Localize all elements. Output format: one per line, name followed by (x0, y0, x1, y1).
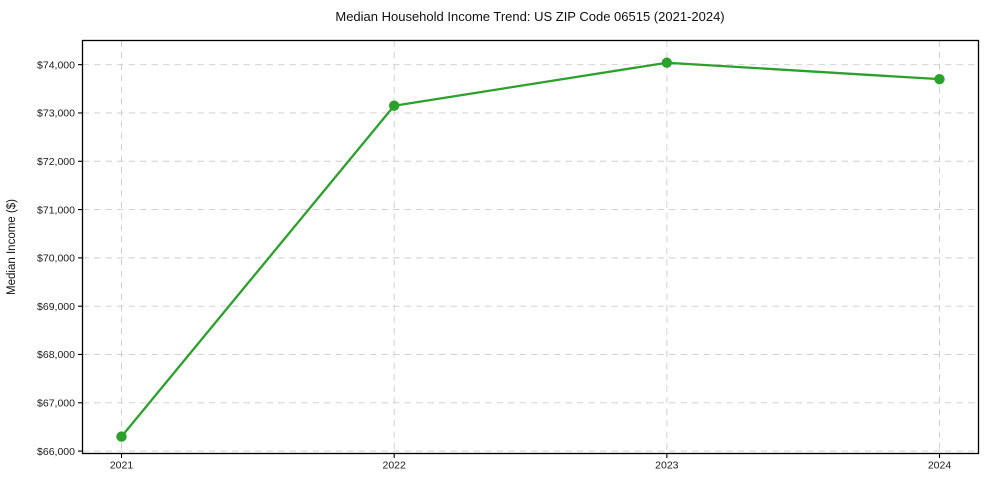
x-tick-label: 2021 (110, 460, 134, 472)
data-point-2024 (934, 73, 945, 85)
x-tick-label: 2024 (928, 460, 952, 472)
y-tick-label: $73,000 (37, 108, 75, 120)
y-tick-label: $67,000 (37, 397, 75, 409)
x-tick-label: 2023 (655, 460, 679, 472)
data-point-2022 (388, 100, 400, 111)
y-axis-label: Median Income ($) (6, 199, 18, 295)
y-tick-label: $69,000 (37, 301, 75, 313)
chart-title: Median Household Income Trend: US ZIP Co… (335, 9, 724, 24)
data-point-2021 (116, 431, 127, 442)
plot-box (81, 39, 980, 455)
y-tick-label: $74,000 (37, 59, 75, 71)
trend-line (120, 61, 941, 438)
y-tick-label: $70,000 (37, 253, 75, 265)
plot-area: $66,000 $67,000 $68,000 $69,000 $70,000 $71,0… (37, 39, 980, 472)
y-tick-label: $66,000 (37, 446, 75, 458)
data-point-2023 (661, 57, 673, 68)
y-tick-label: $71,000 (37, 204, 75, 216)
y-tick-label: $68,000 (37, 349, 75, 361)
y-tick-label: $72,000 (37, 156, 75, 168)
x-tick-label: 2022 (382, 460, 406, 472)
